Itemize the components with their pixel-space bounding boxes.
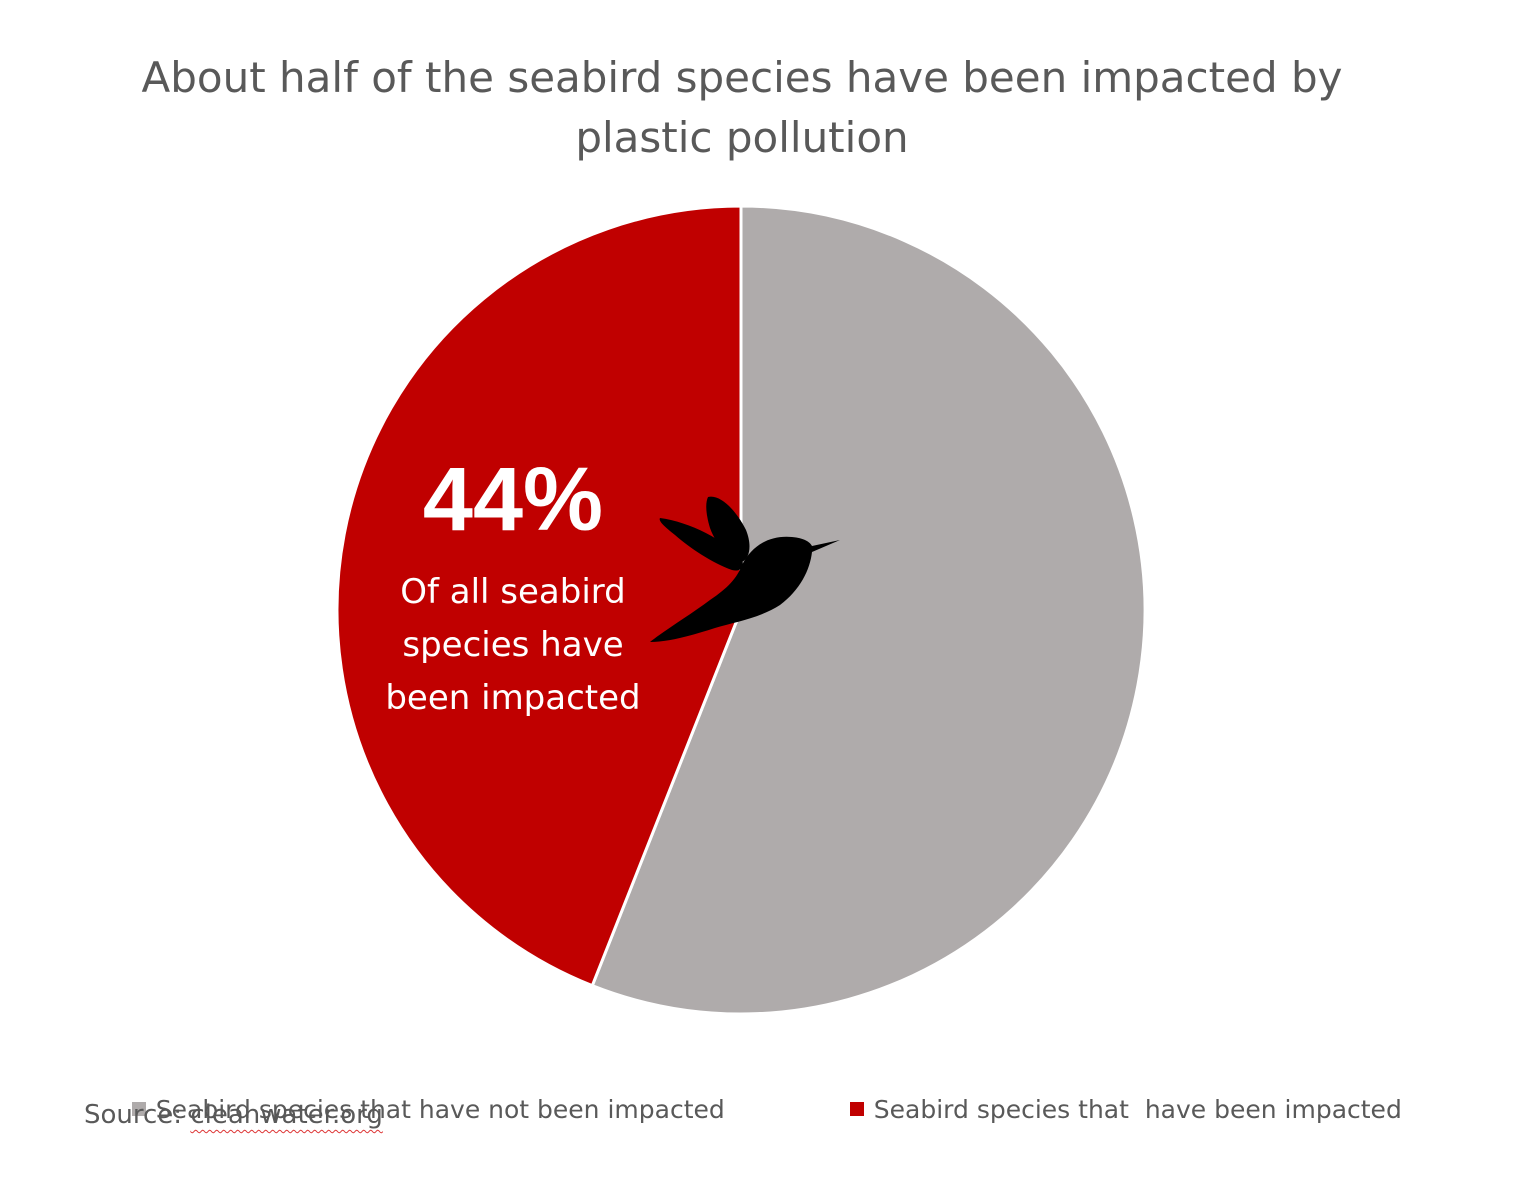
hummingbird-icon (650, 496, 840, 642)
legend-label-impacted: Seabird species that have been impacted (873, 1095, 1402, 1124)
pie-slices (335, 204, 1147, 1016)
callout-line-3: been impacted (385, 678, 640, 718)
callout-line-1: Of all seabird (400, 572, 626, 612)
legend-label-not-impacted: Seabird species that have not been impac… (155, 1095, 725, 1124)
legend-item-impacted: Seabird species that have been impacted (818, 1056, 1402, 1164)
chart-title: About half of the seabird species have b… (0, 48, 1484, 168)
source-link[interactable]: cleanwater.org (190, 1100, 383, 1130)
pie-slice-1 (335, 204, 743, 988)
chart-title-line-2: plastic pollution (575, 113, 909, 162)
legend-swatch-not-impacted (131, 1102, 146, 1116)
source-note: Source: cleanwater.org (84, 1100, 383, 1130)
callout-line-2: species have (402, 625, 623, 665)
legend: Seabird species that have not been impac… (100, 1056, 1500, 1124)
legend-swatch-impacted (849, 1102, 864, 1116)
callout: 44% Of all seabird species have been imp… (385, 450, 640, 718)
legend-item-not-impacted: Seabird species that have not been impac… (100, 1056, 725, 1164)
callout-value: 44% (423, 450, 603, 550)
source-prefix: Source: (84, 1100, 191, 1130)
chart-title-line-1: About half of the seabird species have b… (141, 53, 1343, 102)
pie-slice-0 (590, 204, 1147, 1016)
